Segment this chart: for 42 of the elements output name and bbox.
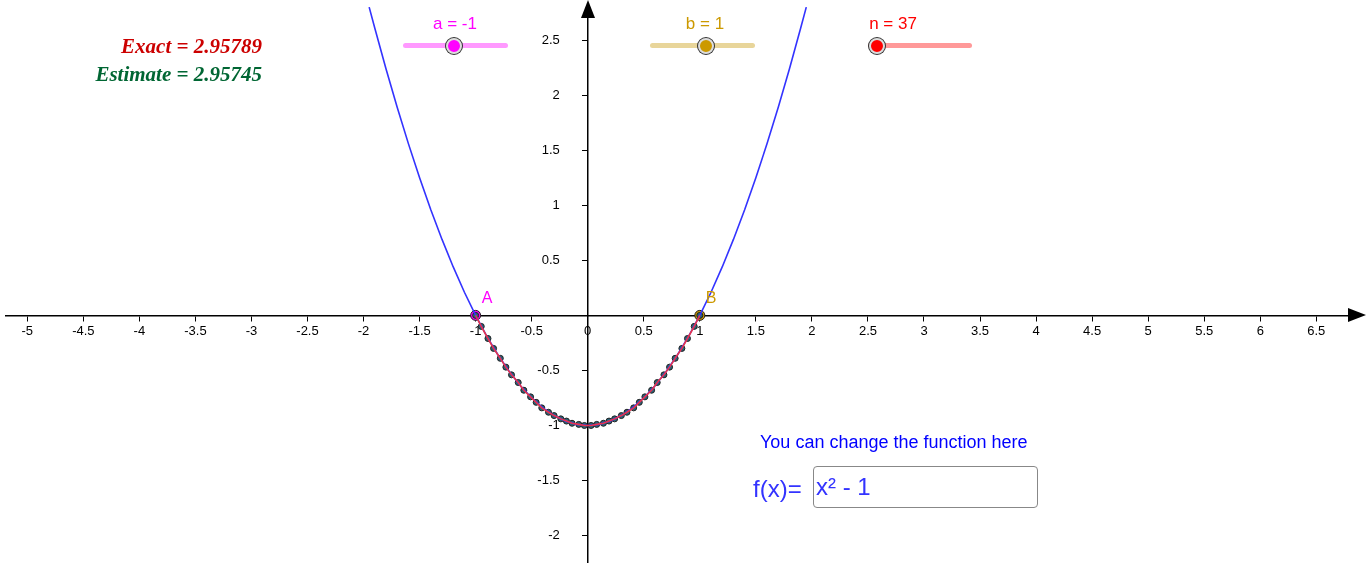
y-tick-label: -0.5	[537, 362, 560, 378]
y-tick-label: -1.5	[537, 472, 560, 488]
x-tick-label: -1	[469, 322, 482, 338]
y-tick-label: 2.5	[541, 31, 560, 47]
x-tick-label: 6	[1256, 322, 1264, 338]
x-tick-label: -3	[245, 322, 258, 338]
annotation: b = 1	[685, 14, 725, 34]
x-tick-label: -4.5	[72, 322, 95, 338]
series-label: A	[481, 289, 493, 307]
x-tick-label: -0.5	[520, 322, 543, 338]
x-tick-label: 2.5	[858, 322, 877, 338]
annotation: f(x)=	[753, 475, 802, 503]
x-tick-label: 5	[1144, 322, 1152, 338]
x-tick-label: -2.5	[296, 322, 319, 338]
y-tick-label: 1	[552, 196, 560, 212]
x-tick-label: 2	[808, 322, 816, 338]
x-tick-label: 0.5	[634, 322, 653, 338]
x-tick-label: 6.5	[1307, 322, 1326, 338]
x-tick-label: 3	[920, 322, 928, 338]
text-field: x² - 1	[813, 466, 1038, 508]
x-tick-label: 5.5	[1195, 322, 1214, 338]
y-tick-label: 1.5	[541, 141, 560, 157]
x-tick-label: -2	[357, 322, 370, 338]
annotation: Exact = 2.95789	[121, 34, 262, 59]
annotation: a = -1	[433, 14, 477, 34]
series-label: B	[705, 289, 717, 307]
x-tick-label: 1.5	[746, 322, 765, 338]
x-tick-label: -5	[21, 322, 34, 338]
annotation: n = 37	[869, 14, 917, 34]
y-tick-label: 0.5	[541, 251, 560, 267]
y-tick-label: -1	[548, 417, 560, 433]
x-tick-label: -4	[133, 322, 146, 338]
y-tick-label: -2	[548, 527, 560, 543]
x-tick-label: -3.5	[184, 322, 207, 338]
y-tick-label: 2	[552, 86, 560, 102]
x-tick-label: 3.5	[970, 322, 990, 338]
x-tick-label: -1.5	[408, 322, 431, 338]
annotation: Estimate = 2.95745	[95, 62, 262, 87]
x-tick-label: 1	[696, 322, 704, 338]
annotation: You can change the function here	[760, 432, 1028, 453]
x-tick-label: 4.5	[1083, 322, 1102, 338]
x-tick-label: 4	[1032, 322, 1040, 338]
